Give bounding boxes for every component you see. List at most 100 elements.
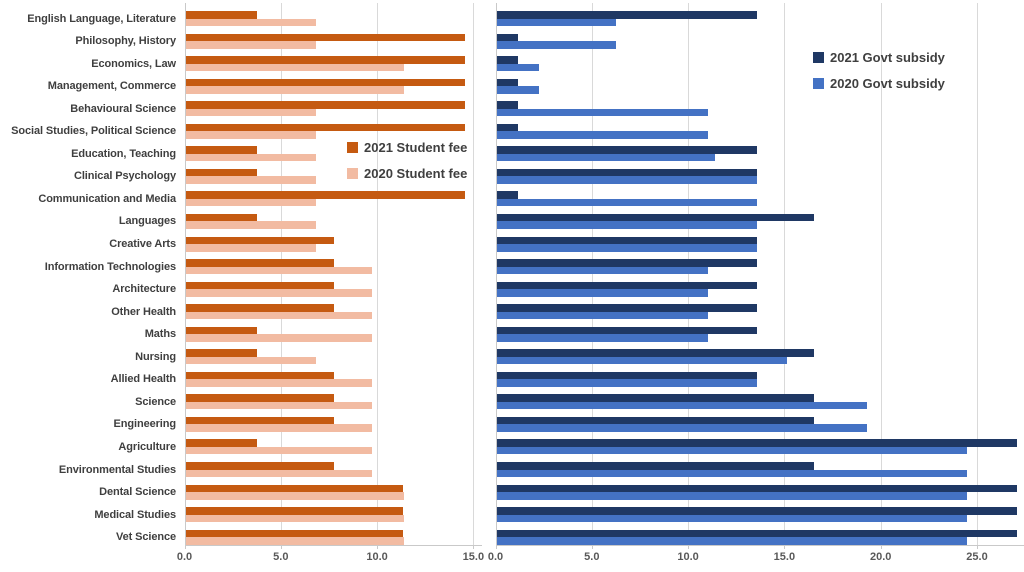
- bar-2021-govt-subsidy: [496, 281, 757, 290]
- category-label: Information Technologies: [44, 260, 176, 273]
- axis-tick-label: 5.0: [584, 551, 600, 563]
- bar-2020-student-fee: [185, 492, 405, 500]
- bar-2020-govt-subsidy: [496, 198, 758, 207]
- bar-2021-govt-subsidy: [496, 304, 757, 312]
- axis-tick: [688, 545, 690, 549]
- category-label: Vet Science: [115, 531, 176, 544]
- bar-2020-govt-subsidy: [496, 176, 758, 184]
- category-label: Agriculture: [118, 440, 176, 453]
- bar-2021-student-fee: [185, 11, 257, 19]
- category-label: Environmental Studies: [58, 463, 176, 476]
- bar-2021-student-fee: [185, 236, 334, 244]
- axis-tick: [880, 545, 882, 549]
- category-label: Other Health: [111, 305, 176, 318]
- bar-2020-student-fee: [185, 537, 405, 545]
- bar-2020-govt-subsidy: [496, 108, 709, 117]
- bar-2021-student-fee: [185, 326, 257, 335]
- bar-2020-student-fee: [185, 221, 317, 229]
- axis-tick-label: 10.0: [677, 551, 699, 563]
- bar-2020-govt-subsidy: [496, 18, 616, 26]
- bar-2021-student-fee: [185, 56, 465, 64]
- bar-2020-govt-subsidy: [496, 41, 616, 49]
- bar-2021-student-fee: [185, 507, 404, 515]
- legend-swatch-icon: [347, 167, 358, 179]
- category-label: Behavioural Science: [70, 102, 176, 115]
- bar-2021-govt-subsidy: [496, 213, 815, 222]
- category-label: Science: [135, 395, 176, 408]
- category-label: Engineering: [113, 418, 177, 431]
- legend-label: 2021 Govt subsidy: [830, 50, 945, 65]
- axis-tick-label: 0.0: [487, 551, 504, 563]
- category-label: Philosophy, History: [75, 35, 176, 48]
- bar-2020-govt-subsidy: [496, 469, 968, 477]
- axis-tick-label: 0.0: [176, 551, 193, 563]
- category-label: Economics, Law: [91, 57, 176, 70]
- category-label: Maths: [144, 328, 176, 341]
- legend-label: 2021 Student fee: [364, 140, 468, 155]
- govt-subsidy-plot-area: [495, 3, 1024, 546]
- axis-tick: [591, 545, 593, 549]
- bar-2021-student-fee: [185, 259, 334, 267]
- bar-2021-govt-subsidy: [496, 168, 757, 177]
- bar-2020-govt-subsidy: [496, 266, 709, 275]
- category-label: Communication and Media: [38, 192, 176, 205]
- category-label: Education, Teaching: [71, 147, 176, 160]
- legend-label: 2020 Govt subsidy: [830, 76, 945, 91]
- gridline: [784, 3, 786, 545]
- bar-2021-govt-subsidy: [496, 236, 757, 244]
- category-label: Creative Arts: [109, 238, 176, 250]
- axis-tick-label: 25.0: [966, 551, 988, 563]
- bar-2021-govt-subsidy: [496, 349, 815, 357]
- bar-2021-student-fee: [185, 304, 334, 312]
- bar-2021-student-fee: [185, 349, 257, 357]
- bar-2020-govt-subsidy: [496, 244, 758, 252]
- bar-2020-student-fee: [185, 41, 317, 49]
- axis-tick-label: 5.0: [273, 551, 289, 563]
- bar-2020-student-fee: [185, 63, 405, 72]
- axis-tick: [784, 545, 786, 549]
- bar-2020-student-fee: [185, 108, 317, 117]
- category-label: Nursing: [135, 350, 176, 363]
- bar-2021-govt-subsidy: [496, 529, 1017, 538]
- bar-2021-student-fee: [185, 191, 465, 199]
- legend-label: 2020 Student fee: [364, 165, 468, 181]
- bar-2020-student-fee: [185, 176, 317, 184]
- bar-2021-govt-subsidy: [496, 507, 1017, 515]
- gridline: [977, 3, 978, 545]
- bar-2020-student-fee: [185, 469, 373, 477]
- bar-2021-student-fee: [185, 101, 465, 109]
- axis-tick: [495, 545, 497, 549]
- bar-2021-govt-subsidy: [496, 259, 757, 267]
- bar-2020-student-fee: [185, 131, 317, 139]
- bar-2020-govt-subsidy: [496, 356, 788, 365]
- student-fee-plot-area: [184, 3, 482, 546]
- legend-swatch-icon: [813, 78, 824, 89]
- bar-2021-govt-subsidy: [496, 78, 518, 87]
- bar-2021-student-fee: [185, 484, 404, 493]
- bar-2020-student-fee: [185, 18, 317, 26]
- bar-2021-govt-subsidy: [496, 371, 757, 380]
- bar-2020-student-fee: [185, 153, 317, 162]
- bar-2020-govt-subsidy: [496, 514, 968, 523]
- bar-2020-student-fee: [185, 198, 317, 207]
- bar-2020-govt-subsidy: [496, 63, 539, 72]
- bar-2021-govt-subsidy: [496, 101, 518, 109]
- bar-2020-govt-subsidy: [496, 424, 868, 432]
- bar-2021-govt-subsidy: [496, 56, 518, 64]
- bar-2021-student-fee: [185, 529, 404, 538]
- bar-2020-student-fee: [185, 244, 317, 252]
- bar-2021-govt-subsidy: [496, 11, 757, 19]
- bar-2021-student-fee: [185, 168, 257, 177]
- axis-tick: [280, 545, 282, 549]
- bar-2020-govt-subsidy: [496, 379, 758, 387]
- category-label: Medical Studies: [94, 508, 176, 521]
- bar-2020-student-fee: [185, 86, 405, 94]
- category-label: Languages: [118, 215, 176, 228]
- bar-2021-student-fee: [185, 78, 465, 87]
- axis-tick-label: 15.0: [773, 551, 796, 563]
- bar-2020-student-fee: [185, 401, 373, 410]
- bar-2020-student-fee: [185, 266, 373, 275]
- axis-tick-label: 20.0: [869, 551, 892, 563]
- bar-2021-govt-subsidy: [496, 439, 1017, 447]
